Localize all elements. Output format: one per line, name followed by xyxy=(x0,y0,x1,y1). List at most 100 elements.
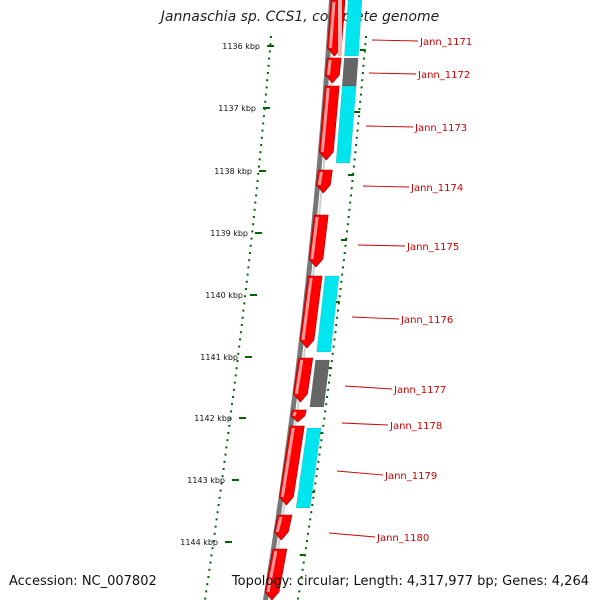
inner-ruler-dot xyxy=(353,158,356,161)
kbp-tick xyxy=(259,170,266,172)
inner-ruler-dot xyxy=(306,540,308,542)
inner-ruler-tick xyxy=(341,239,348,241)
inner-ruler-dot xyxy=(331,352,334,355)
inner-ruler-dot xyxy=(349,201,352,204)
inner-ruler-dot xyxy=(360,86,363,89)
inner-ruler-dot xyxy=(342,259,345,262)
kbp-tick xyxy=(245,356,252,358)
kbp-label: 1136 kbp xyxy=(222,42,260,51)
inner-ruler-dot xyxy=(355,144,358,146)
kbp-tick xyxy=(250,294,257,296)
ruler-dot xyxy=(268,57,271,60)
ruler-dot xyxy=(269,43,272,46)
inner-ruler-tick xyxy=(354,111,361,113)
inner-ruler-dot xyxy=(322,424,325,427)
inner-ruler-dot xyxy=(359,100,362,103)
inner-ruler-dot xyxy=(328,374,331,377)
inner-ruler-dot xyxy=(318,453,321,456)
gene-label-leader xyxy=(365,125,414,128)
ruler-dot xyxy=(248,259,251,262)
ruler-dot xyxy=(211,547,214,550)
inner-ruler-dot xyxy=(352,172,355,175)
ruler-dot xyxy=(253,208,256,211)
gene-label-leader xyxy=(351,316,400,320)
ruler-dot xyxy=(268,50,271,53)
ruler-dot xyxy=(257,172,260,175)
ruler-dot xyxy=(232,388,235,391)
ruler-dot xyxy=(215,518,218,521)
inner-ruler-dot xyxy=(299,583,302,586)
gene-label-leader xyxy=(328,532,376,538)
kbp-label: 1142 kbp xyxy=(194,414,232,423)
inner-ruler-dot xyxy=(327,388,330,391)
kbp-label: 1139 kbp xyxy=(210,229,248,238)
ruler-dot xyxy=(266,72,269,74)
ruler-dot xyxy=(214,525,217,528)
ruler-dot xyxy=(237,352,240,355)
gene-arrow-shine xyxy=(292,411,297,417)
overlap-strip xyxy=(338,0,342,56)
inner-ruler-dot xyxy=(356,129,359,132)
ruler-dot xyxy=(265,86,268,89)
gene-arrow-shine xyxy=(275,516,283,533)
ruler-dot xyxy=(208,568,211,571)
gene-label: Jann_1178 xyxy=(389,421,442,432)
cog-block-gray xyxy=(309,359,330,408)
inner-ruler-dot xyxy=(341,273,344,276)
ruler-dot xyxy=(249,244,252,247)
inner-ruler-dot xyxy=(363,50,366,53)
inner-ruler-dot xyxy=(332,345,335,348)
inner-ruler-dot xyxy=(301,568,304,571)
ruler-dot xyxy=(256,180,259,182)
inner-ruler-dot xyxy=(314,482,317,485)
inner-ruler-dot xyxy=(310,511,313,514)
inner-ruler-dot xyxy=(336,316,339,319)
ruler-dot xyxy=(259,151,262,154)
ruler-dot xyxy=(258,165,260,168)
ruler-dot xyxy=(236,360,239,362)
ruler-dot xyxy=(234,374,237,377)
gene-label-leader xyxy=(341,422,389,426)
inner-ruler-dot xyxy=(351,180,354,182)
ruler-dot xyxy=(250,237,253,240)
inner-ruler-dot xyxy=(357,115,360,118)
kbp-label: 1137 kbp xyxy=(218,104,256,113)
gene-arrow-shine xyxy=(320,87,330,153)
inner-ruler-dot xyxy=(334,331,337,334)
ruler-dot xyxy=(252,216,255,218)
ruler-dot xyxy=(210,554,213,557)
ruler-dot xyxy=(270,36,272,38)
inner-ruler-dot xyxy=(304,547,307,550)
inner-ruler-dot xyxy=(300,576,303,578)
ruler-dot xyxy=(244,295,247,298)
ruler-dot xyxy=(264,100,267,103)
gene-arrow-shine xyxy=(310,216,319,260)
inner-ruler-dot xyxy=(308,525,311,528)
inner-ruler-dot xyxy=(346,223,349,226)
map-title: Jannaschia sp. CCS1, complete genome xyxy=(160,9,440,25)
ruler-dot xyxy=(226,439,229,442)
gene-label-leader xyxy=(362,185,410,188)
cog-block-cyan xyxy=(316,275,340,353)
gene-arrow-shine xyxy=(266,550,278,593)
ruler-dot xyxy=(222,468,225,470)
kbp-label: 1144 kbp xyxy=(180,538,218,547)
ruler-dot xyxy=(246,273,249,276)
inner-ruler-dot xyxy=(324,410,327,413)
inner-ruler-dot xyxy=(344,244,347,247)
inner-ruler-dot xyxy=(346,230,349,233)
gene-arrow-shine xyxy=(301,277,313,341)
kbp-tick xyxy=(263,107,270,109)
ruler-dot xyxy=(239,331,242,334)
inner-ruler-dot xyxy=(328,381,330,384)
ruler-dot xyxy=(229,417,232,420)
cog-block-cyan xyxy=(335,85,357,164)
ruler-dot xyxy=(243,302,246,305)
ruler-dot xyxy=(260,136,263,139)
inner-ruler-dot xyxy=(323,417,326,420)
inner-ruler-dot xyxy=(347,216,350,218)
inner-ruler-dot xyxy=(350,187,353,190)
gene-label: Jann_1175 xyxy=(406,242,459,253)
gene-arrow-shine xyxy=(328,1,336,49)
